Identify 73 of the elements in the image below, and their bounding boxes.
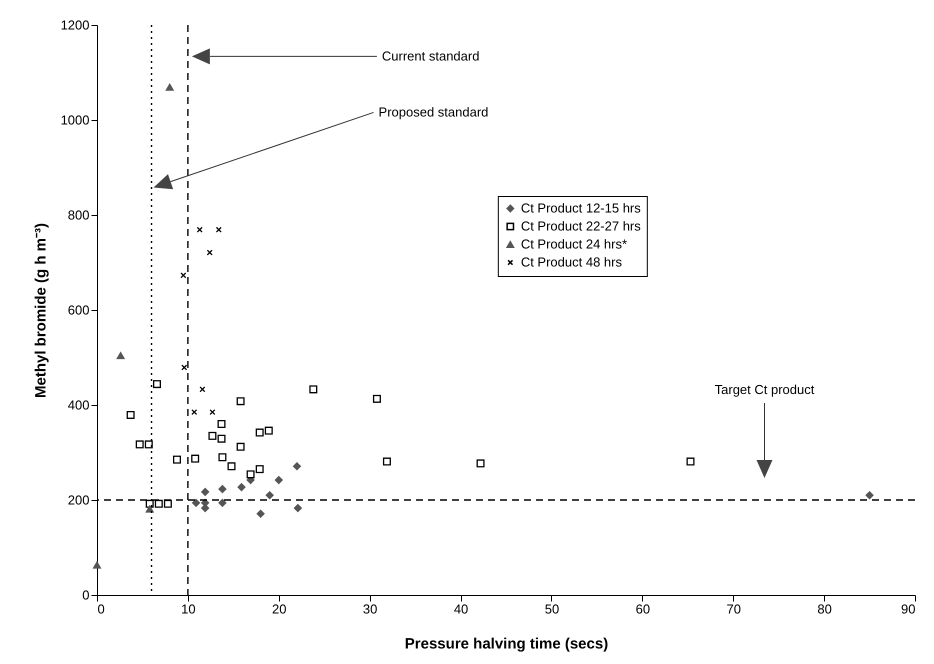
x-tick-label: 90 — [901, 602, 916, 616]
point — [92, 562, 102, 569]
point — [196, 226, 203, 233]
point — [136, 440, 144, 448]
y-tick-label: 200 — [68, 492, 90, 508]
legend-label: Ct Product 12-15 hrs — [520, 200, 642, 216]
y-tick-label: 1000 — [60, 112, 90, 128]
point — [216, 226, 222, 233]
point — [191, 454, 200, 463]
point — [192, 498, 200, 507]
point — [209, 409, 216, 416]
point — [246, 470, 255, 478]
point — [382, 458, 391, 466]
point — [309, 385, 318, 394]
point — [199, 386, 206, 392]
point — [144, 440, 153, 448]
point — [238, 483, 246, 492]
point — [218, 420, 226, 428]
point — [116, 352, 125, 360]
annotation: Proposed standard — [378, 104, 488, 120]
x-tick-label: 30 — [362, 602, 378, 616]
point — [201, 488, 210, 496]
point — [236, 397, 245, 406]
point — [154, 500, 163, 508]
point — [166, 84, 174, 91]
point — [208, 432, 216, 440]
point — [476, 459, 485, 468]
x-tick-label: 20 — [272, 602, 287, 616]
y-tick-label: 1200 — [60, 18, 90, 32]
point — [372, 394, 381, 403]
legend-label: Ct Product 24 hrs* — [520, 236, 628, 252]
x-tick-label: 80 — [817, 602, 832, 616]
x-tick-label: 70 — [726, 602, 741, 616]
point — [274, 476, 283, 484]
point — [126, 410, 135, 419]
y-tick-label: 0 — [82, 588, 90, 602]
point — [218, 453, 226, 462]
point — [180, 272, 186, 278]
point — [218, 498, 226, 507]
point — [264, 426, 273, 435]
point — [866, 491, 874, 500]
point — [218, 434, 226, 443]
y-tick-label: 600 — [68, 302, 90, 318]
x-tick-label: 50 — [544, 602, 560, 616]
y-axis-title: Methyl bromide (g h m⁻³) — [32, 223, 50, 398]
point — [206, 250, 213, 256]
point — [256, 428, 264, 437]
point — [228, 462, 236, 470]
annotation: Current standard — [382, 48, 480, 64]
point — [266, 491, 274, 500]
point — [181, 364, 188, 370]
point — [292, 462, 301, 470]
x-tick-label: 0 — [98, 602, 105, 616]
point — [218, 485, 226, 494]
point — [172, 456, 181, 464]
point — [164, 500, 172, 508]
legend-label: Ct Product 48 hrs — [520, 254, 622, 270]
x-tick-label: 60 — [636, 602, 650, 616]
point — [686, 458, 695, 466]
y-tick-label: 400 — [68, 398, 90, 412]
annotation: Target Ct product — [714, 382, 815, 397]
x-tick-label: 40 — [454, 602, 468, 616]
x-axis-title: Pressure halving time (secs) — [404, 636, 608, 652]
x-tick-label: 10 — [181, 602, 196, 616]
point — [236, 442, 245, 451]
point — [152, 380, 161, 388]
point — [256, 510, 265, 518]
point — [256, 465, 264, 474]
y-tick-label: 800 — [68, 208, 90, 222]
point — [146, 505, 154, 513]
point — [294, 504, 302, 512]
point — [191, 409, 198, 416]
legend-label: Ct Product 22-27 hrs — [520, 218, 642, 234]
